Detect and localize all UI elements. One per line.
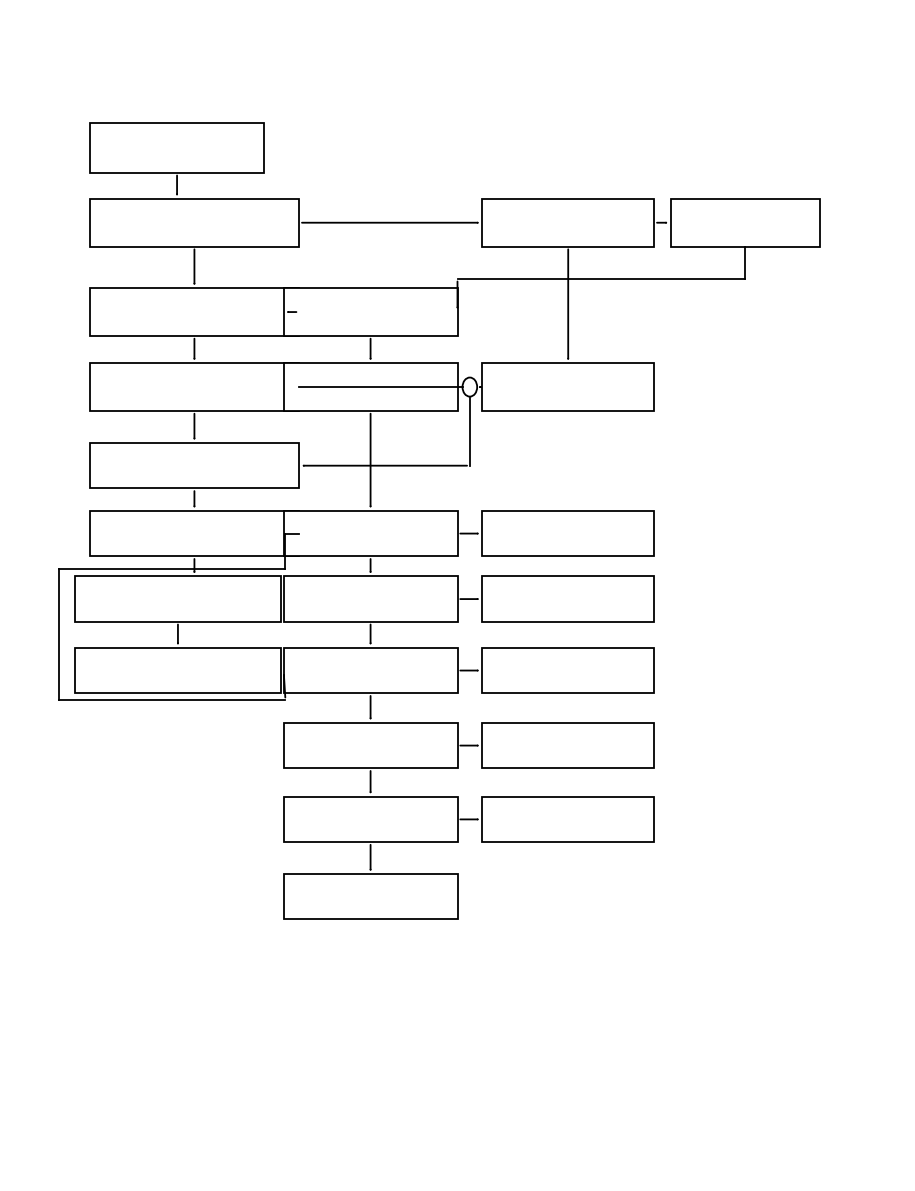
FancyBboxPatch shape (284, 288, 458, 336)
FancyBboxPatch shape (482, 723, 654, 768)
FancyBboxPatch shape (284, 797, 458, 842)
FancyBboxPatch shape (90, 199, 299, 247)
FancyBboxPatch shape (284, 576, 458, 622)
FancyBboxPatch shape (284, 874, 458, 919)
FancyBboxPatch shape (482, 511, 654, 556)
FancyBboxPatch shape (90, 511, 299, 556)
FancyBboxPatch shape (482, 199, 654, 247)
FancyBboxPatch shape (284, 648, 458, 693)
FancyBboxPatch shape (90, 363, 299, 411)
FancyBboxPatch shape (75, 648, 281, 693)
FancyBboxPatch shape (482, 576, 654, 622)
FancyBboxPatch shape (284, 511, 458, 556)
FancyBboxPatch shape (482, 648, 654, 693)
FancyBboxPatch shape (482, 797, 654, 842)
FancyBboxPatch shape (671, 199, 820, 247)
FancyBboxPatch shape (90, 123, 264, 173)
FancyBboxPatch shape (75, 576, 281, 622)
FancyBboxPatch shape (284, 363, 458, 411)
FancyBboxPatch shape (482, 363, 654, 411)
FancyBboxPatch shape (284, 723, 458, 768)
FancyBboxPatch shape (90, 288, 299, 336)
FancyBboxPatch shape (90, 443, 299, 488)
